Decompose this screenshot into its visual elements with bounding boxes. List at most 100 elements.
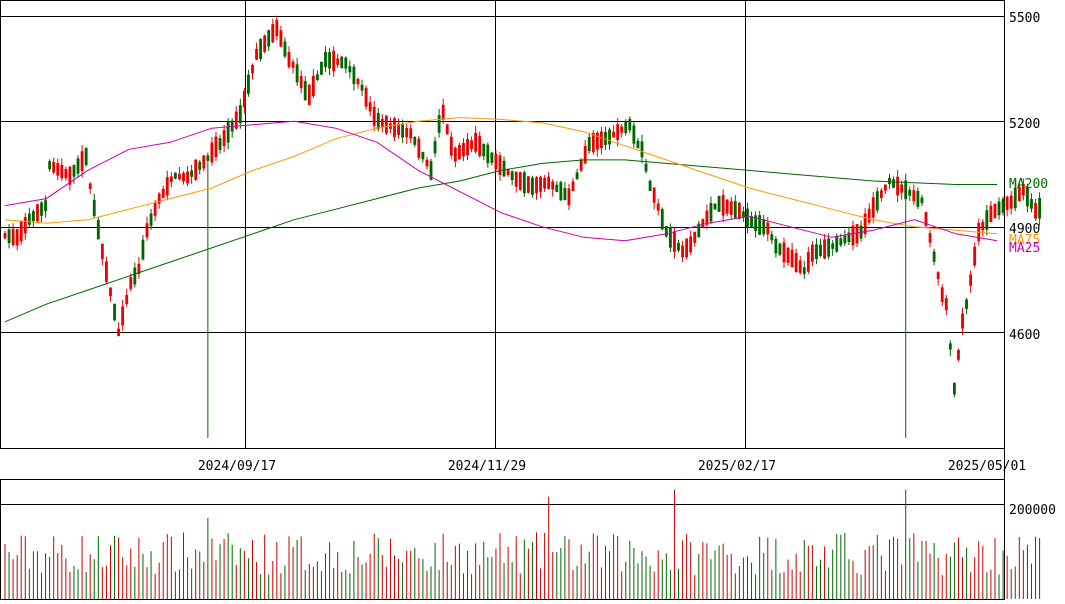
candle-body <box>535 177 538 194</box>
candle-body <box>823 239 826 259</box>
candle-body <box>624 121 628 134</box>
candle-body <box>441 104 445 120</box>
candle-body <box>125 294 129 305</box>
candle-body <box>271 24 275 43</box>
candle-body <box>981 221 985 231</box>
candle-body <box>133 267 137 285</box>
candle-body <box>1009 195 1013 209</box>
candle-body <box>742 211 745 218</box>
candle-body <box>961 313 964 329</box>
candle-body <box>214 136 218 158</box>
candle-body <box>559 182 563 201</box>
candle-body <box>802 267 806 275</box>
candle-body <box>900 184 904 193</box>
candle-body <box>599 131 603 149</box>
candle-body <box>490 152 494 163</box>
candle-body <box>449 136 453 156</box>
candle-body <box>620 126 624 133</box>
candle-body <box>470 140 474 150</box>
candle-body <box>433 141 437 154</box>
candle-body <box>255 48 258 60</box>
candle-body <box>31 211 35 222</box>
candle-body <box>539 176 542 192</box>
candle-body <box>616 124 620 140</box>
candle-body <box>462 142 465 157</box>
candle-body <box>466 138 469 156</box>
candle-body <box>194 159 198 180</box>
candle-body <box>604 131 607 145</box>
date-tick-2025-05-01: 2025/05/01 <box>948 459 1026 474</box>
candle-body <box>109 287 112 297</box>
candle-body <box>819 244 822 256</box>
candle-body <box>210 142 214 163</box>
candle-body <box>157 193 161 204</box>
candle-body <box>806 252 810 272</box>
candle-body <box>879 190 883 199</box>
candle-body <box>571 181 575 192</box>
candle-body <box>908 189 912 196</box>
candle-body <box>693 231 697 243</box>
candle-body <box>762 219 766 235</box>
candle-body <box>328 52 332 69</box>
candle-body <box>725 199 729 214</box>
candle-body <box>794 253 798 272</box>
candle-body <box>940 287 944 303</box>
candle-body <box>117 328 121 337</box>
candle-body <box>332 50 336 72</box>
candle-body <box>27 213 31 225</box>
candle-body <box>835 236 839 252</box>
candle-body <box>782 242 786 263</box>
candle-body <box>202 155 206 169</box>
candle-body <box>973 246 977 266</box>
candle-body <box>612 131 616 138</box>
candle-body <box>766 222 770 235</box>
candle-body <box>555 184 559 193</box>
candle-body <box>283 41 287 57</box>
candle-body <box>875 191 879 211</box>
candle-body <box>652 187 656 203</box>
candle-body <box>843 235 847 244</box>
candle-body <box>831 243 835 249</box>
candle-body <box>575 172 579 180</box>
candle-body <box>1005 196 1009 211</box>
candle-body <box>36 204 39 222</box>
candle-body <box>867 208 871 223</box>
candle-body <box>778 243 782 255</box>
candle-body <box>944 298 948 311</box>
candle-body <box>506 169 510 176</box>
candle-body <box>1001 198 1005 213</box>
candle-body <box>717 195 721 212</box>
candle-body <box>336 58 340 65</box>
ma200-line <box>4 159 997 323</box>
ma200-label: MA200 <box>1009 177 1048 192</box>
candle-body <box>750 216 753 227</box>
candle-body <box>965 299 968 309</box>
candle-body <box>307 84 311 105</box>
candle-body <box>129 277 133 289</box>
candle-body <box>40 202 43 216</box>
candle-body <box>372 106 376 126</box>
candle-body <box>137 263 141 275</box>
candle-body <box>425 159 429 167</box>
ma25-label: MA25 <box>1009 241 1040 256</box>
candle-body <box>384 115 388 134</box>
candle-body <box>218 138 222 150</box>
candle-body <box>936 272 940 280</box>
candle-body <box>320 61 323 75</box>
candle-body <box>178 173 181 180</box>
candle-body <box>149 213 153 226</box>
candle-body <box>932 251 936 262</box>
candle-body <box>997 201 1001 216</box>
candle-body <box>19 221 23 242</box>
candle-body <box>754 215 758 232</box>
candle-body <box>364 87 368 107</box>
ma-layer <box>4 117 998 323</box>
candle-body <box>173 172 177 179</box>
candle-body <box>1013 187 1017 209</box>
candle-body <box>340 56 344 69</box>
candle-body <box>222 130 226 146</box>
candle-body <box>522 172 526 194</box>
candle-body <box>498 155 502 175</box>
candle-body <box>380 118 384 127</box>
price-tick-4900: 4900 <box>1009 222 1040 237</box>
